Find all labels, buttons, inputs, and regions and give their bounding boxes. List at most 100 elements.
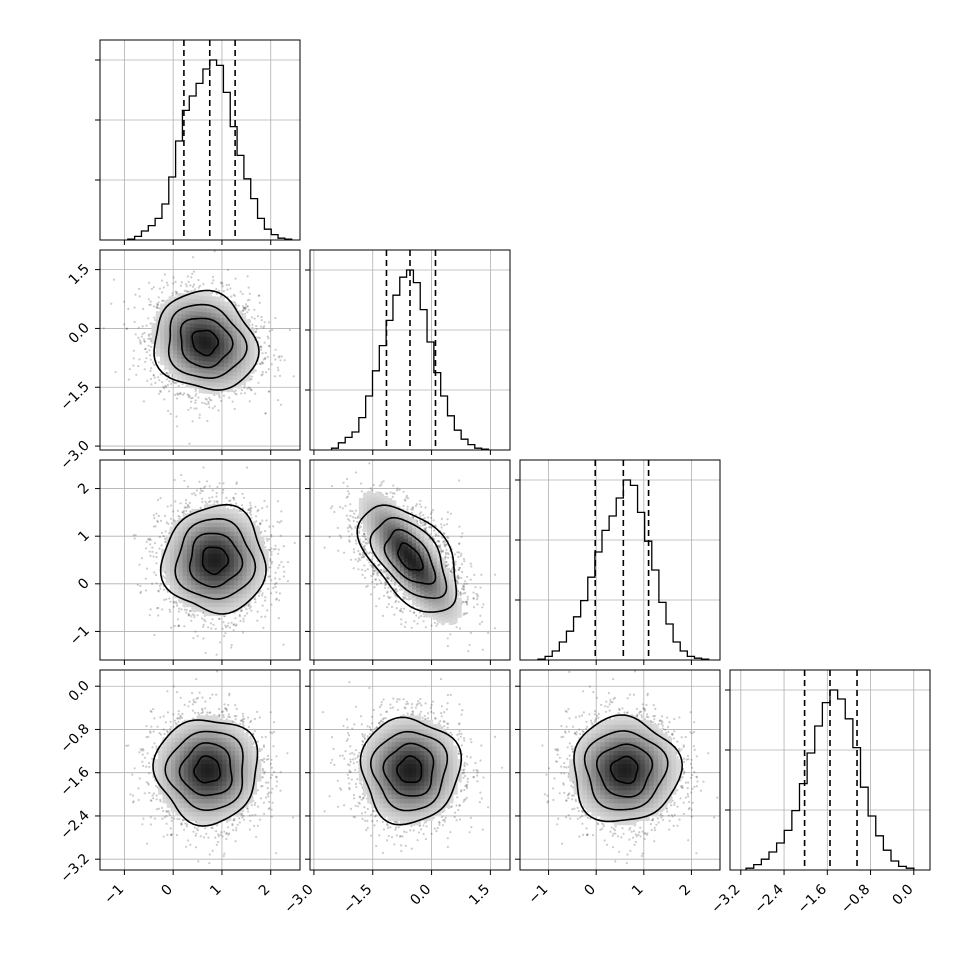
sample-point (202, 466, 205, 469)
sample-point (261, 519, 264, 522)
sample-point (146, 379, 149, 382)
sample-point (256, 619, 259, 622)
density-cell (211, 345, 217, 350)
density-cell (198, 360, 204, 365)
sample-point (277, 566, 280, 570)
density-cell (207, 373, 212, 378)
sample-point (159, 389, 162, 392)
sample-point (138, 563, 141, 566)
sample-point (149, 543, 152, 546)
density-cell (202, 291, 208, 296)
density-cell (172, 333, 178, 338)
density-cell (211, 316, 217, 322)
density-cell (211, 389, 217, 395)
density-cell (194, 355, 200, 361)
density-cell (241, 343, 247, 349)
density-cell (228, 358, 234, 364)
density-cell (160, 336, 165, 341)
sample-point (166, 505, 169, 508)
sample-point (156, 306, 159, 309)
sample-point (177, 625, 180, 628)
sample-point (293, 541, 296, 545)
contour-line (153, 289, 260, 391)
density-cell (228, 326, 234, 331)
sample-point (188, 442, 191, 445)
sample-point (133, 320, 136, 324)
density-cell (168, 357, 174, 362)
density-cell (228, 338, 234, 344)
density-cell (181, 325, 187, 331)
density-cell (224, 325, 229, 331)
sample-point (263, 325, 266, 328)
sample-point (211, 282, 214, 285)
sample-point (270, 363, 273, 366)
sample-point (161, 291, 164, 294)
sample-point (161, 299, 164, 302)
density-cell (168, 328, 174, 334)
density-cell (241, 331, 247, 337)
sample-point (151, 546, 154, 549)
sample-point (222, 621, 225, 624)
sample-point (180, 281, 183, 284)
sample-point (207, 400, 210, 404)
density-cell (172, 325, 178, 330)
sample-point (225, 626, 228, 629)
sample-point (184, 502, 187, 505)
sample-point (270, 592, 273, 595)
sample-point (183, 392, 186, 395)
sample-point (233, 623, 236, 626)
sample-point (185, 285, 188, 288)
density-cell (207, 377, 212, 382)
sample-point (159, 390, 162, 393)
sample-point (165, 521, 168, 524)
sample-point (270, 547, 273, 550)
density-cell (198, 368, 204, 373)
sample-point (282, 545, 285, 548)
sample-point (148, 349, 151, 352)
density-cell (207, 336, 212, 342)
density-cell (177, 353, 182, 359)
sample-point (173, 478, 176, 482)
sample-point (248, 400, 251, 403)
density-cell (219, 353, 225, 359)
density-cell (236, 371, 242, 377)
panel-content (100, 250, 300, 450)
sample-point (159, 519, 163, 523)
density-cell (215, 333, 221, 338)
density-cell (168, 312, 174, 318)
density-cell (164, 336, 170, 342)
density-cell (172, 361, 178, 367)
sample-point (156, 302, 159, 305)
sample-point (233, 407, 236, 411)
sample-point (218, 482, 221, 485)
sample-point (249, 605, 252, 608)
sample-point (228, 626, 231, 629)
sample-point (205, 398, 208, 401)
sample-point (132, 357, 135, 360)
density-cell (164, 320, 170, 325)
sample-point (192, 283, 196, 286)
sample-point (173, 624, 176, 628)
sample-point (191, 613, 194, 616)
sample-point (269, 557, 272, 561)
sample-point (261, 352, 264, 355)
density-cell (211, 340, 217, 346)
sample-point (152, 373, 155, 377)
density-cell (177, 337, 182, 343)
sample-point (158, 584, 161, 588)
sample-point (148, 303, 151, 306)
density-cell (168, 349, 174, 354)
sample-point (222, 290, 225, 293)
sample-point (216, 485, 219, 489)
sample-point (183, 625, 186, 628)
sample-point (137, 365, 140, 368)
sample-point (288, 328, 291, 331)
density-cell (211, 336, 217, 342)
sample-point (261, 592, 264, 595)
sample-point (260, 615, 263, 619)
sample-point (170, 382, 173, 385)
density-cell (155, 331, 161, 337)
density-cell (236, 319, 242, 324)
sample-point (185, 290, 188, 293)
density-cell (172, 329, 178, 334)
